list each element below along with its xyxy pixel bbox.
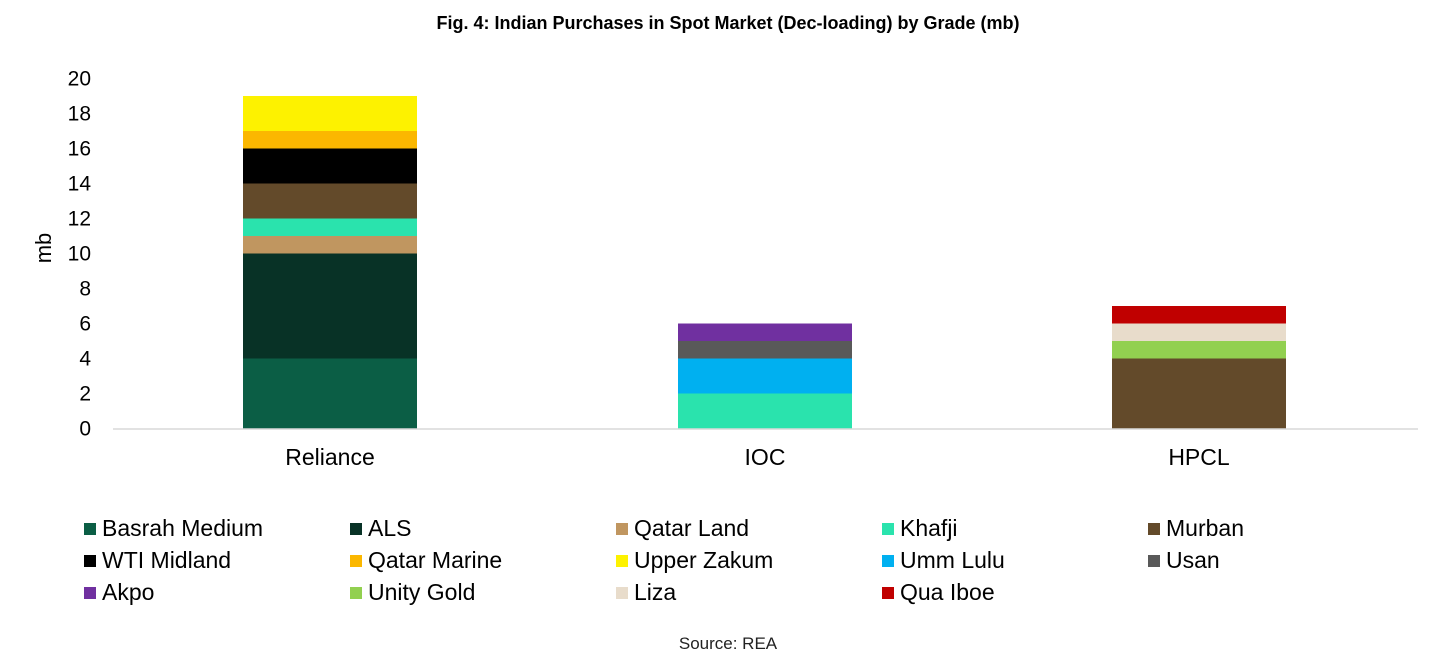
bar-segment-reliance-als	[243, 253, 417, 359]
x-tick-label: Reliance	[285, 444, 375, 470]
legend-swatch	[350, 586, 362, 599]
legend-label: Qua Iboe	[900, 579, 995, 605]
legend-item: Liza	[616, 579, 676, 606]
y-tick-label: 6	[79, 313, 91, 336]
legend-swatch	[350, 554, 362, 567]
legend-swatch	[616, 522, 628, 535]
legend-swatch	[84, 554, 96, 567]
legend-label: Unity Gold	[368, 579, 476, 605]
y-tick-label: 14	[68, 173, 92, 196]
legend-item: Akpo	[84, 579, 154, 606]
bar-segment-reliance-basrah-medium	[243, 358, 417, 429]
source-note: Source: REA	[678, 634, 778, 653]
legend-label: Usan	[1166, 547, 1220, 573]
legend-swatch	[350, 522, 362, 535]
legend-swatch	[616, 586, 628, 599]
legend-item: Upper Zakum	[616, 547, 773, 574]
bar-segment-reliance-murban	[243, 183, 417, 219]
bar-segment-ioc-khafji	[678, 393, 852, 429]
bar-segment-ioc-usan	[678, 341, 852, 359]
bar-segment-ioc-umm-lulu	[678, 358, 852, 394]
legend-label: Murban	[1166, 515, 1244, 541]
legend-swatch	[882, 586, 894, 599]
bar-segment-hpcl-liza	[1112, 323, 1286, 341]
bar-segment-reliance-qatar-land	[243, 236, 417, 254]
legend-label: Basrah Medium	[102, 515, 264, 541]
y-tick-label: 10	[68, 243, 91, 266]
legend-label: WTI Midland	[102, 547, 232, 573]
y-tick-label: 18	[68, 103, 91, 126]
y-tick-label: 16	[68, 138, 91, 161]
legend-item: ALS	[350, 515, 411, 542]
y-tick-label: 4	[79, 348, 91, 371]
legend-label: Akpo	[102, 579, 155, 605]
chart-title: Fig. 4: Indian Purchases in Spot Market …	[436, 13, 1020, 33]
legend-label: Liza	[634, 579, 677, 605]
x-axis: Reliance IOC HPCL	[285, 444, 1230, 470]
y-tick-label: 8	[79, 278, 91, 301]
legend-label: ALS	[368, 515, 412, 541]
y-axis-label: mb	[31, 233, 56, 264]
bar-segment-reliance-khafji	[243, 218, 417, 236]
bar-segment-hpcl-qua-iboe	[1112, 306, 1286, 324]
legend-swatch	[1148, 554, 1160, 567]
bar-segment-reliance-upper-zakum	[243, 96, 417, 131]
bar-segment-hpcl-murban	[1112, 358, 1286, 429]
bar-segment-reliance-wti-midland	[243, 148, 417, 184]
legend-swatch	[882, 554, 894, 567]
x-tick-label: HPCL	[1168, 444, 1230, 470]
legend-swatch	[84, 522, 96, 535]
x-tick-label: IOC	[745, 444, 786, 470]
legend-item: Basrah Medium	[84, 515, 263, 542]
legend-item: Umm Lulu	[882, 547, 1005, 574]
y-tick-label: 12	[68, 208, 91, 231]
bar-segment-ioc-akpo	[678, 323, 852, 341]
y-axis: 0 2 4 6 8 10 12 14 16 18 20	[68, 68, 92, 441]
legend-label: Upper Zakum	[634, 547, 774, 573]
legend-item: Qatar Land	[616, 515, 749, 542]
legend-item: Murban	[1148, 515, 1244, 542]
bar-segment-hpcl-unity-gold	[1112, 341, 1286, 359]
legend-item: Khafji	[882, 515, 958, 542]
legend-item: WTI Midland	[84, 547, 231, 574]
legend-label: Qatar Land	[634, 515, 750, 541]
legend-label: Umm Lulu	[900, 547, 1005, 573]
y-tick-label: 20	[68, 68, 91, 91]
legend-item: Unity Gold	[350, 579, 475, 606]
legend-swatch	[84, 586, 96, 599]
bars	[243, 96, 1286, 429]
legend-swatch	[616, 554, 628, 567]
legend-label: Qatar Marine	[368, 547, 503, 573]
y-tick-label: 0	[79, 418, 91, 441]
bar-segment-reliance-qatar-marine	[243, 131, 417, 149]
legend-label: Khafji	[900, 515, 958, 541]
legend-swatch	[1148, 522, 1160, 535]
y-tick-label: 2	[79, 383, 91, 406]
legend-item: Qua Iboe	[882, 579, 995, 606]
legend-item: Qatar Marine	[350, 547, 502, 574]
legend-swatch	[882, 522, 894, 535]
legend-item: Usan	[1148, 547, 1220, 574]
